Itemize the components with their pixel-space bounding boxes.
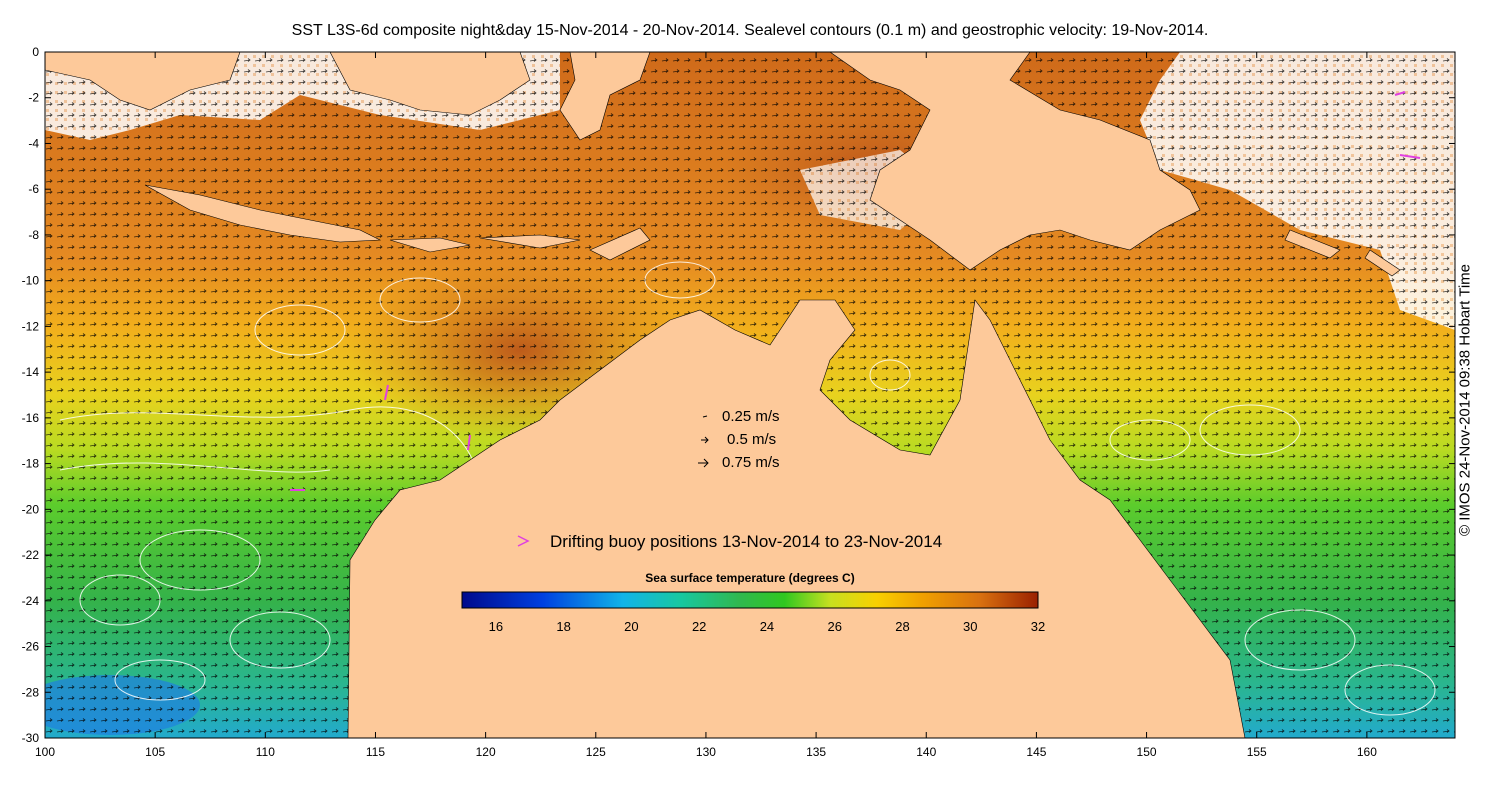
sealevel-contours xyxy=(59,261,1436,716)
velocity-arrow-0.75 xyxy=(698,458,709,468)
y-tick-label: -8 xyxy=(28,228,39,242)
y-tick-label: -12 xyxy=(22,319,40,333)
australia-land xyxy=(347,299,1246,738)
velocity-legend: 0.25 m/s 0.5 m/s 0.75 m/s xyxy=(698,408,780,471)
x-tick-label: 120 xyxy=(476,745,496,759)
x-tick-label: 130 xyxy=(696,745,716,759)
x-tick-label: 125 xyxy=(586,745,606,759)
x-tick-label: 135 xyxy=(806,745,826,759)
x-tick-label: 115 xyxy=(366,745,385,759)
y-tick-label: -16 xyxy=(22,411,40,425)
colorbar-tick-label: 30 xyxy=(963,619,977,634)
java-land xyxy=(144,184,382,243)
sumatra-land xyxy=(45,52,241,111)
drifting-buoy-tracks xyxy=(290,91,1421,491)
buoy-legend-label: Drifting buoy positions 13-Nov-2014 to 2… xyxy=(550,532,942,551)
y-tick-label: -22 xyxy=(22,548,40,562)
lesser-sunda-islands xyxy=(389,227,651,261)
y-axis-ticks: 0 -2 -4 -6 -8 -10 -12 -14 -16 -18 -20 -22 -24 -26 -28 -… xyxy=(22,45,1455,745)
y-tick-label: -26 xyxy=(22,640,40,654)
x-tick-label: 155 xyxy=(1247,745,1267,759)
y-tick-label: -4 xyxy=(28,136,39,150)
velocity-arrow-0.25 xyxy=(702,415,708,418)
colorbar-label: Sea surface temperature (degrees C) xyxy=(645,571,854,585)
colorbar-tick-label: 22 xyxy=(692,619,706,634)
colorbar-gradient xyxy=(461,591,1039,609)
y-tick-label: -24 xyxy=(22,594,40,608)
x-tick-label: 150 xyxy=(1137,745,1157,759)
y-tick-label: -14 xyxy=(22,365,40,379)
colorbar-tick-label: 18 xyxy=(556,619,570,634)
map-title: SST L3S-6d composite night&day 15-Nov-20… xyxy=(291,22,1209,39)
y-tick-label: -18 xyxy=(22,457,40,471)
velocity-label-0.75: 0.75 m/s xyxy=(722,454,780,471)
y-tick-label: -6 xyxy=(28,182,39,196)
velocity-label-0.25: 0.25 m/s xyxy=(722,408,780,425)
x-tick-label: 160 xyxy=(1357,745,1377,759)
colorbar-tick-label: 32 xyxy=(1031,619,1045,634)
colorbar-tick-label: 28 xyxy=(895,619,909,634)
y-tick-label: 0 xyxy=(32,45,39,59)
colorbar-tick-label: 16 xyxy=(489,619,503,634)
y-tick-label: -2 xyxy=(28,91,39,105)
new-guinea-land xyxy=(829,52,1201,271)
buoy-marker-icon xyxy=(517,535,530,547)
colorbar-tick-label: 20 xyxy=(624,619,638,634)
solomon-islands xyxy=(1284,229,1401,277)
buoy-legend: Drifting buoy positions 13-Nov-2014 to 2… xyxy=(517,532,942,551)
colorbar-tick-label: 26 xyxy=(827,619,841,634)
sulawesi-land xyxy=(559,52,651,141)
y-tick-label: -20 xyxy=(22,502,40,516)
x-tick-label: 145 xyxy=(1026,745,1046,759)
colorbar-tick-label: 24 xyxy=(760,619,774,634)
colorbar: Sea surface temperature (degrees C) 16 18… xyxy=(461,571,1046,634)
y-tick-label: -28 xyxy=(22,685,40,699)
x-tick-label: 140 xyxy=(916,745,936,759)
x-axis-ticks: 100 105 110 115 120 125 130 135 140 145 150 155 160 xyxy=(35,52,1377,759)
y-tick-label: -30 xyxy=(22,731,40,745)
y-tick-label: -10 xyxy=(22,274,40,288)
colorbar-ticks: 16 18 20 22 24 26 28 30 32 xyxy=(489,619,1046,634)
plot-frame xyxy=(44,51,1456,739)
x-tick-label: 100 xyxy=(35,745,55,759)
borneo-land xyxy=(329,52,531,116)
velocity-arrow-0.5 xyxy=(701,436,709,444)
velocity-label-0.5: 0.5 m/s xyxy=(727,431,776,448)
x-tick-label: 105 xyxy=(145,745,165,759)
x-tick-label: 110 xyxy=(256,745,275,759)
